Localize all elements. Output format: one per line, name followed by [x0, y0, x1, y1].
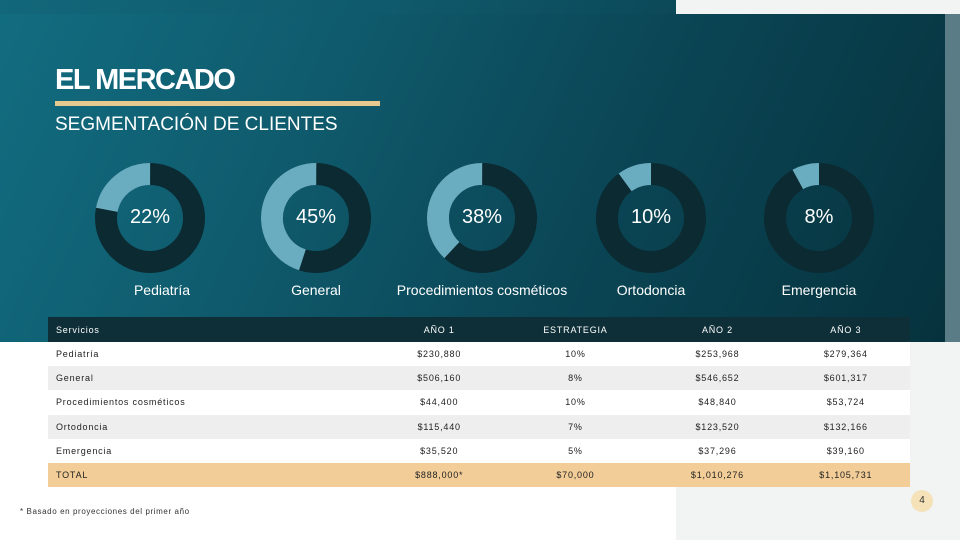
cell-total-year1: $888,000* [380, 462, 498, 488]
cell-year2: $546,652 [653, 366, 782, 391]
donut-2 [256, 158, 376, 278]
cell-strategy: 5% [497, 438, 654, 463]
cell-year1: $230,880 [380, 342, 498, 367]
cell-strategy: 10% [497, 390, 654, 415]
cell-total-year3: $1,105,731 [781, 462, 910, 488]
cell-service: General [48, 366, 381, 391]
donut-chart [764, 163, 874, 273]
cell-year1: $35,520 [380, 438, 498, 463]
header-year2: AÑO 2 [653, 317, 782, 342]
donut-share-arc [95, 163, 205, 273]
segment-category-label: Emergencia [781, 282, 857, 298]
footnote: * Basado en proyecciones del primer año [20, 507, 190, 516]
donut-percent-label: 10% [630, 206, 672, 228]
cell-year3: $279,364 [781, 342, 910, 367]
cell-total-strategy: $70,000 [497, 462, 654, 488]
cell-year2: $37,296 [653, 438, 782, 463]
cell-service: Procedimientos cosméticos [48, 390, 381, 415]
cell-year2: $123,520 [653, 414, 782, 439]
cell-strategy: 10% [497, 342, 654, 367]
header-services: Servicios [48, 317, 381, 342]
segment-category-label: Ortodoncia [616, 282, 686, 298]
donut-1 [90, 158, 210, 278]
header-strategy: ESTRATEGIA [497, 317, 654, 342]
cell-year1: $115,440 [380, 414, 498, 439]
cell-service: Pediatría [48, 342, 381, 367]
cell-year3: $39,160 [781, 438, 910, 463]
cell-year2: $48,840 [653, 390, 782, 415]
table-total-row: TOTAL $888,000* $70,000 $1,010,276 $1,10… [48, 462, 910, 488]
cell-year3: $53,724 [781, 390, 910, 415]
donut-3 [422, 158, 542, 278]
donut-share-arc [764, 163, 874, 273]
cell-total-label: TOTAL [48, 462, 381, 488]
table-row: Pediatría $230,880 10% $253,968 $279,364 [48, 342, 910, 367]
page-title: EL MERCADO [55, 64, 236, 96]
donut-percent-label: 8% [804, 206, 834, 228]
cell-strategy: 8% [497, 366, 654, 391]
cell-year3: $601,317 [781, 366, 910, 391]
cell-year1: $506,160 [380, 366, 498, 391]
segment-category-label: General [291, 282, 341, 298]
title-underline [55, 101, 380, 106]
cell-service: Ortodoncia [48, 414, 381, 439]
cell-year1: $44,400 [380, 390, 498, 415]
donut-chart [596, 163, 706, 273]
donut-chart [426, 163, 537, 273]
donut-4 [591, 158, 711, 278]
cell-year3: $132,166 [781, 414, 910, 439]
donut-percent-label: 45% [295, 206, 337, 228]
header-year3: AÑO 3 [781, 317, 910, 342]
segment-category-label: Procedimientos cosméticos [396, 282, 568, 298]
table-header-row: Servicios AÑO 1 ESTRATEGIA AÑO 2 AÑO 3 [48, 317, 910, 342]
header-year1: AÑO 1 [380, 317, 498, 342]
table-row: Procedimientos cosméticos $44,400 10% $4… [48, 390, 910, 415]
cell-service: Emergencia [48, 438, 381, 463]
cell-year2: $253,968 [653, 342, 782, 367]
segment-category-label: Pediatría [133, 282, 191, 298]
page-number: 4 [911, 490, 933, 512]
table-row: General $506,160 8% $546,652 $601,317 [48, 366, 910, 391]
donut-percent-label: 22% [129, 206, 171, 228]
donut-5 [759, 158, 879, 278]
table-row: Ortodoncia $115,440 7% $123,520 $132,166 [48, 414, 910, 439]
table-row: Emergencia $35,520 5% $37,296 $39,160 [48, 438, 910, 463]
donut-percent-label: 38% [461, 206, 503, 228]
cell-total-year2: $1,010,276 [653, 462, 782, 488]
cell-strategy: 7% [497, 414, 654, 439]
right-strip [945, 14, 960, 342]
donut-chart [95, 163, 205, 273]
revenue-table: Servicios AÑO 1 ESTRATEGIA AÑO 2 AÑO 3 P… [48, 317, 910, 488]
page-subtitle: SEGMENTACIÓN DE CLIENTES [55, 114, 338, 135]
donut-chart [261, 163, 371, 273]
